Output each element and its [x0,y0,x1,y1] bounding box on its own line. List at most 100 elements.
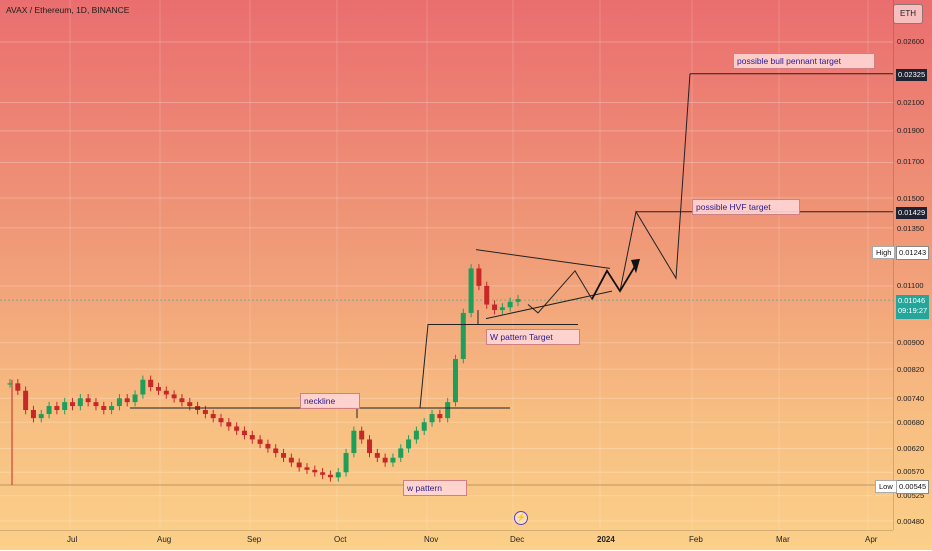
candle-body [413,430,419,440]
candle-body [23,390,29,411]
time-axis[interactable] [0,530,893,551]
candle-body [304,467,310,470]
candle-body [85,398,91,403]
candle-body [155,387,161,391]
candle-body [445,402,451,419]
candle-body [101,406,107,411]
price-tick: 0.02600 [897,37,925,46]
price-tick: 0.01100 [897,281,924,290]
price-tick: 0.00680 [897,418,925,427]
candle-body [249,435,255,440]
arrow-head [631,258,640,274]
candle-body [507,301,513,308]
candle-body [492,304,498,311]
price-tick: 0.00900 [897,338,925,347]
bull-pennant-target-price-tag: 0.02325 [896,69,928,81]
month-tick: Mar [776,535,790,544]
projection-path [527,73,691,314]
neckline-label: neckline [300,393,360,409]
candle-body [116,398,122,407]
price-tick: 0.00480 [897,517,925,526]
hvf-target-price-tag: 0.01429 [896,207,928,219]
candle-body [265,443,271,449]
low-price-tag: 0.00545 [896,480,930,494]
low-label: Low [875,480,897,493]
bull-pennant-target-label: possible bull pennant target [733,53,875,69]
candle-body [281,453,287,458]
candle-body [202,410,208,415]
candle-body [296,462,302,468]
candle-body [320,472,326,475]
price-tick: 0.00525 [897,491,925,500]
candle-body [312,469,318,473]
candle-body [241,430,247,436]
candle-body [54,406,60,411]
candle-body [406,439,412,449]
plot-area[interactable] [0,0,893,530]
candle-body [273,448,279,454]
price-tick: 0.00740 [897,394,925,403]
candle-body [374,453,380,458]
price-tick: 0.01500 [897,194,925,203]
price-tick: 0.01900 [897,126,925,135]
lightning-event-icon[interactable]: ⚡ [514,511,528,525]
candle-body [499,307,505,311]
candle-body [421,422,427,431]
currency-button[interactable]: ETH [893,4,923,24]
candle-body [343,453,349,473]
candle-body [335,472,341,478]
candle-body [70,402,76,407]
price-axis[interactable] [893,0,932,530]
pennant-upper-line [475,249,611,269]
month-tick: Sep [247,535,262,544]
countdown-timer: 09:19:27 [898,306,928,315]
candle-body [452,358,458,403]
month-tick: 2024 [597,535,615,544]
candle-body [359,430,365,440]
month-tick: Aug [157,535,172,544]
candle-body [398,448,404,458]
w-pattern-target-label: W pattern Target [486,329,580,345]
candle-body [226,422,232,427]
candle-body [30,410,36,419]
candle-body [187,402,193,407]
month-tick: Jul [67,535,78,544]
pennant-lower-line [485,290,613,320]
candle-body [62,402,68,411]
candle-body [468,268,474,313]
price-tick: 0.01700 [897,157,925,166]
candle-body [327,474,333,478]
candle-body [288,457,294,463]
candle-body [140,379,146,395]
candle-body [38,414,44,419]
candle-body [124,398,130,403]
high-price-tag: 0.01243 [896,246,930,260]
candle-body [179,398,185,403]
price-tick: 0.02100 [897,98,925,107]
candle-body [382,457,388,463]
candle-body [437,414,443,419]
projection-arrow [591,260,639,300]
candle-body [163,390,169,395]
month-tick: Nov [424,535,439,544]
candle-body [484,285,490,305]
price-tick: 0.01350 [897,224,925,233]
month-tick: Feb [689,535,703,544]
price-tick: 0.00570 [897,467,925,476]
high-label: High [872,246,896,259]
last-price-value: 0.01046 [898,296,926,305]
candle-body [171,394,177,399]
chart-title: AVAX / Ethereum, 1D, BINANCE [6,5,130,15]
month-tick: Oct [334,535,347,544]
candle-body [46,406,52,415]
candle-body [515,299,521,302]
candle-body [476,268,482,286]
candle-body [148,379,154,388]
w-pattern-label: w pattern [403,480,467,496]
w-target-line [419,310,479,409]
candle-body [390,457,396,463]
candle-body [218,418,224,423]
month-tick: Apr [865,535,878,544]
candle-body [132,394,138,403]
